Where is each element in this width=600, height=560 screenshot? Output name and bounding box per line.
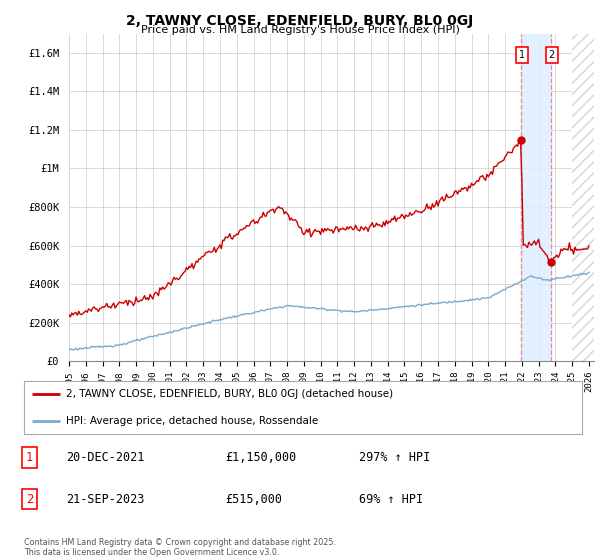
Text: 297% ↑ HPI: 297% ↑ HPI	[359, 451, 430, 464]
Text: £1,150,000: £1,150,000	[225, 451, 296, 464]
Bar	[572, 34, 598, 361]
Text: 21-SEP-2023: 21-SEP-2023	[66, 493, 144, 506]
Text: Contains HM Land Registry data © Crown copyright and database right 2025.
This d: Contains HM Land Registry data © Crown c…	[24, 538, 336, 557]
Bar	[572, 34, 598, 361]
Text: 2: 2	[26, 493, 34, 506]
Text: 2: 2	[548, 50, 555, 60]
Bar	[521, 34, 551, 361]
Text: Price paid vs. HM Land Registry's House Price Index (HPI): Price paid vs. HM Land Registry's House …	[140, 25, 460, 35]
Text: 69% ↑ HPI: 69% ↑ HPI	[359, 493, 423, 506]
Text: 2, TAWNY CLOSE, EDENFIELD, BURY, BL0 0GJ (detached house): 2, TAWNY CLOSE, EDENFIELD, BURY, BL0 0GJ…	[66, 389, 393, 399]
Text: £515,000: £515,000	[225, 493, 282, 506]
Text: 1: 1	[26, 451, 34, 464]
Text: 1: 1	[519, 50, 525, 60]
Text: HPI: Average price, detached house, Rossendale: HPI: Average price, detached house, Ross…	[66, 416, 318, 426]
Text: 2, TAWNY CLOSE, EDENFIELD, BURY, BL0 0GJ: 2, TAWNY CLOSE, EDENFIELD, BURY, BL0 0GJ	[127, 14, 473, 28]
Text: 20-DEC-2021: 20-DEC-2021	[66, 451, 144, 464]
